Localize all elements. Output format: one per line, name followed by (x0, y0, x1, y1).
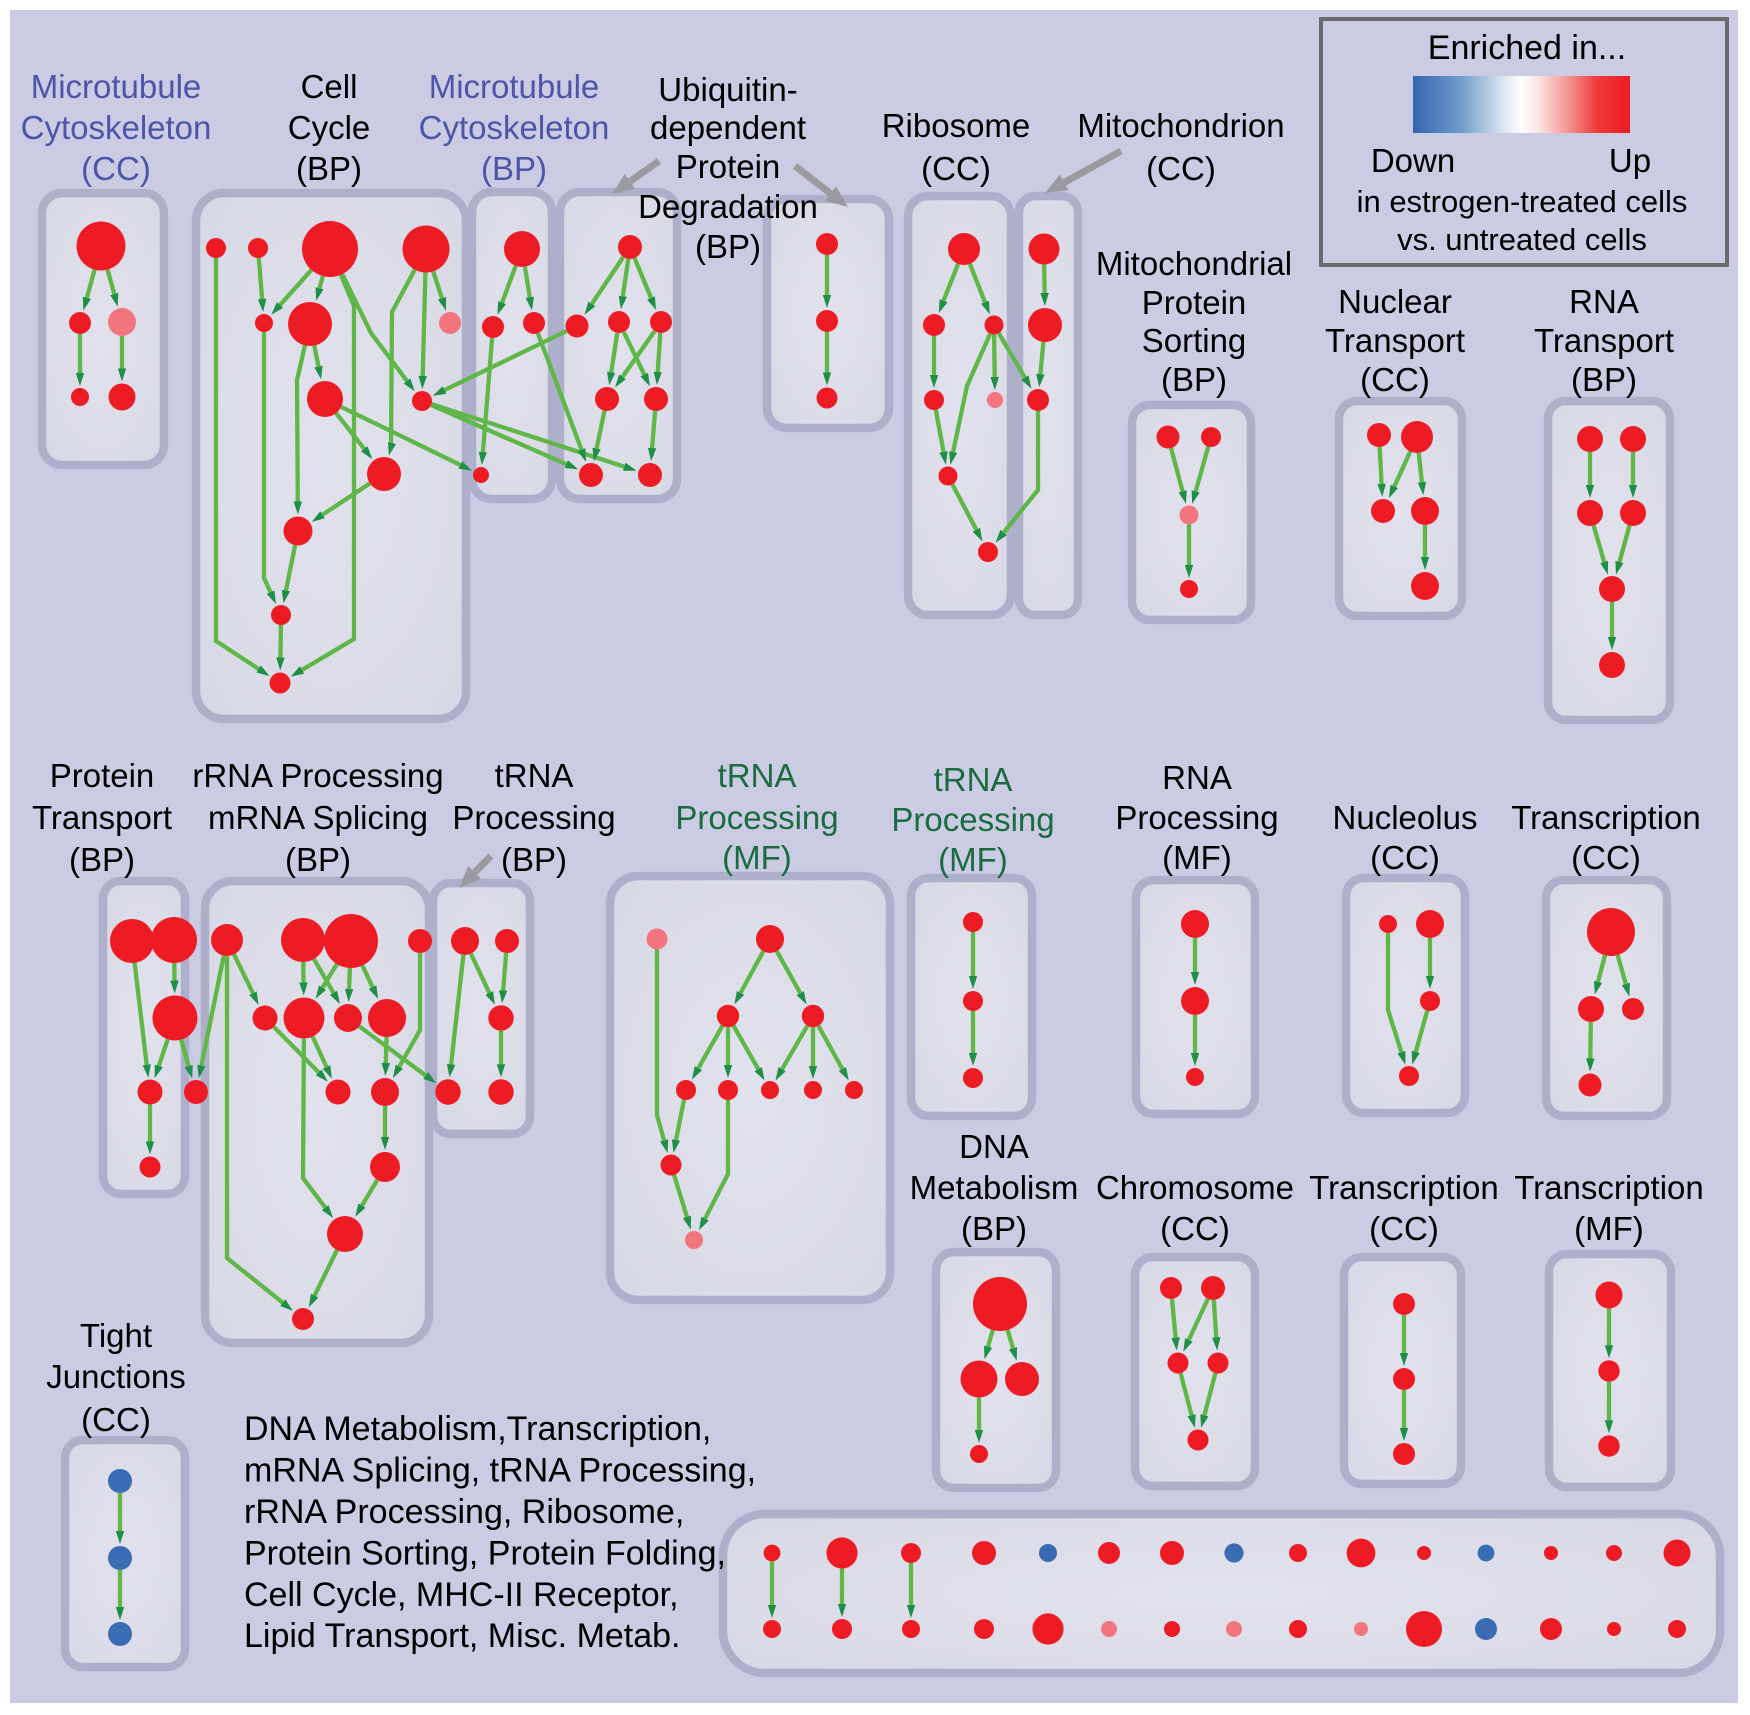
svg-text:(BP): (BP) (1161, 361, 1227, 398)
svg-text:Up: Up (1609, 142, 1651, 179)
svg-text:Microtubule: Microtubule (31, 68, 202, 105)
svg-text:(CC): (CC) (1160, 1210, 1230, 1247)
svg-text:(MF): (MF) (1574, 1210, 1644, 1247)
svg-text:(CC): (CC) (1370, 839, 1440, 876)
svg-text:Transcription: Transcription (1309, 1169, 1499, 1206)
svg-text:Tight: Tight (80, 1317, 152, 1354)
svg-text:tRNA: tRNA (934, 761, 1013, 798)
svg-text:Cell Cycle, MHC-II Receptor,: Cell Cycle, MHC-II Receptor, (244, 1576, 679, 1614)
svg-text:(BP): (BP) (296, 150, 362, 187)
svg-text:DNA: DNA (959, 1128, 1029, 1165)
svg-text:(BP): (BP) (501, 841, 567, 878)
svg-text:Protein: Protein (676, 148, 781, 185)
svg-text:dependent: dependent (650, 109, 806, 146)
svg-text:Cell: Cell (301, 68, 358, 105)
svg-text:Lipid Transport, Misc. Metab.: Lipid Transport, Misc. Metab. (244, 1617, 681, 1655)
svg-text:(BP): (BP) (695, 228, 761, 265)
svg-text:in estrogen-treated cells: in estrogen-treated cells (1357, 184, 1688, 219)
svg-text:(CC): (CC) (1369, 1210, 1439, 1247)
svg-text:(CC): (CC) (921, 150, 991, 187)
svg-text:(BP): (BP) (481, 150, 547, 187)
svg-text:RNA: RNA (1162, 759, 1232, 796)
svg-text:(CC): (CC) (1360, 361, 1430, 398)
svg-text:Nucleolus: Nucleolus (1333, 799, 1478, 836)
svg-text:Ribosome: Ribosome (882, 107, 1031, 144)
svg-text:RNA: RNA (1569, 283, 1639, 320)
svg-text:Transcription: Transcription (1514, 1169, 1704, 1206)
svg-text:Transcription: Transcription (1511, 799, 1701, 836)
svg-text:Processing: Processing (675, 799, 838, 836)
svg-text:vs. untreated cells: vs. untreated cells (1397, 222, 1647, 257)
svg-text:(BP): (BP) (961, 1210, 1027, 1247)
svg-text:rRNA Processing: rRNA Processing (192, 757, 443, 794)
svg-text:Mitochondrial: Mitochondrial (1096, 245, 1292, 282)
svg-text:tRNA: tRNA (495, 757, 574, 794)
svg-text:(MF): (MF) (722, 839, 792, 876)
svg-text:mRNA Splicing, tRNA Processing: mRNA Splicing, tRNA Processing, (244, 1452, 756, 1490)
svg-text:Chromosome: Chromosome (1096, 1169, 1294, 1206)
svg-text:Processing: Processing (1115, 799, 1278, 836)
svg-text:Metabolism: Metabolism (910, 1169, 1079, 1206)
svg-text:(BP): (BP) (1571, 361, 1637, 398)
svg-text:mRNA Splicing: mRNA Splicing (208, 799, 428, 836)
svg-text:Enriched in...: Enriched in... (1428, 29, 1626, 67)
svg-text:tRNA: tRNA (718, 757, 797, 794)
svg-text:Ubiquitin-: Ubiquitin- (658, 71, 797, 108)
svg-text:Microtubule: Microtubule (429, 68, 600, 105)
svg-text:Down: Down (1371, 142, 1455, 179)
svg-text:(MF): (MF) (1162, 839, 1232, 876)
svg-text:Transport: Transport (1325, 322, 1465, 359)
svg-text:Sorting: Sorting (1142, 322, 1247, 359)
svg-text:Transport: Transport (1534, 322, 1674, 359)
svg-text:Processing: Processing (891, 801, 1054, 838)
svg-text:Processing: Processing (452, 799, 615, 836)
svg-text:(CC): (CC) (1146, 150, 1216, 187)
svg-text:(MF): (MF) (938, 841, 1008, 878)
svg-text:Cytoskeleton: Cytoskeleton (21, 109, 212, 146)
svg-text:Protein: Protein (1142, 284, 1247, 321)
svg-text:DNA Metabolism,Transcription,: DNA Metabolism,Transcription, (244, 1410, 711, 1448)
svg-text:Junctions: Junctions (46, 1358, 185, 1395)
svg-text:Cytoskeleton: Cytoskeleton (419, 109, 610, 146)
svg-text:Degradation: Degradation (638, 188, 818, 225)
svg-text:Nuclear: Nuclear (1338, 283, 1452, 320)
svg-text:(BP): (BP) (69, 841, 135, 878)
svg-text:Protein Sorting, Protein Foldi: Protein Sorting, Protein Folding, (244, 1535, 726, 1573)
svg-text:rRNA Processing, Ribosome,: rRNA Processing, Ribosome, (244, 1493, 684, 1531)
svg-text:Transport: Transport (32, 799, 172, 836)
svg-text:Mitochondrion: Mitochondrion (1077, 107, 1284, 144)
svg-text:Cycle: Cycle (288, 109, 371, 146)
svg-text:(BP): (BP) (285, 841, 351, 878)
svg-text:(CC): (CC) (81, 150, 151, 187)
svg-text:Protein: Protein (50, 757, 155, 794)
svg-text:(CC): (CC) (81, 1401, 151, 1438)
svg-text:(CC): (CC) (1571, 839, 1641, 876)
